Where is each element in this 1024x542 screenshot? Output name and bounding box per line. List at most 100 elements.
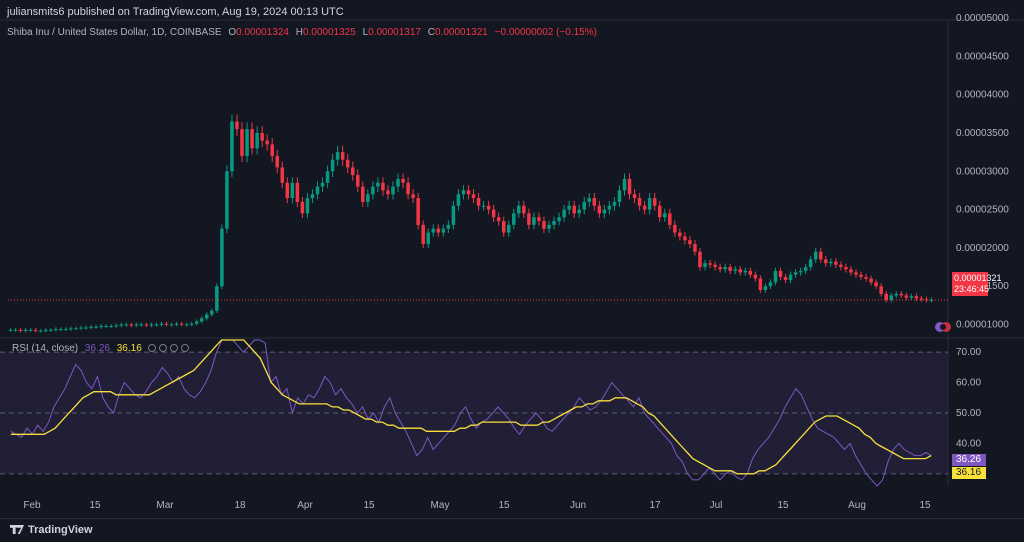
candle-body [708,263,712,265]
candle-body [819,251,823,260]
candle-body [235,121,239,130]
candle-body [738,269,743,273]
candle-body [824,259,828,264]
time-tick-label: 15 [919,500,931,511]
currency-icon[interactable] [934,321,952,333]
candle-body [69,328,73,330]
candle-body [28,329,33,331]
candle-body [361,186,365,202]
high-value: 0.00001325 [302,27,356,38]
candle-body [240,129,244,156]
time-tick-label: 15 [89,500,101,511]
candle-body [179,323,184,325]
candle-body [406,182,410,195]
candle-body [149,324,154,326]
candle-body [657,205,662,218]
close-label: C [427,27,436,38]
candle-body [169,324,174,326]
price-tick-label: 0.00003500 [956,128,1009,139]
candle-body [909,296,914,298]
candle-body [582,201,586,210]
candle-body [632,194,637,199]
time-tick-label: Aug [848,500,866,511]
tradingview-logo[interactable]: TradingView [10,524,93,536]
candle-body [813,251,818,260]
last-price: 0.00001321 [954,273,1002,283]
candle-body [215,286,219,311]
candle-body [94,326,98,328]
time-tick-label: Apr [297,500,313,511]
candle-body [874,282,878,287]
candle-body [154,324,159,326]
rsi-legend-value: 36.26 [84,343,110,354]
candle-body [587,198,592,202]
candle-body [436,228,441,233]
candle-body [199,318,204,322]
candle-body [612,201,617,206]
open-label: O [228,27,237,38]
brand-name: TradingView [28,524,93,536]
candle-body [144,324,149,326]
candle-body [517,205,521,214]
candle-body [350,167,355,176]
candle-body [194,321,199,324]
candle-body [652,198,657,206]
candle-body [527,213,531,225]
price-tick-label: 0.00003000 [956,166,1009,177]
candle-body [713,264,717,268]
symbol-legend: Shiba Inu / United States Dollar, 1D, CO… [7,27,597,38]
candle-body [864,276,868,279]
candle-body [481,205,486,207]
candle-body [43,329,48,331]
candle-body [13,329,18,331]
price-tick-label: 0.00001000 [956,320,1009,331]
candle-body [778,270,783,277]
time-tick-label: 15 [777,500,789,511]
candle-body [129,324,134,326]
candle-body [637,198,642,206]
candle-body [119,324,123,326]
rsi-ma-legend-value: 36.16 [116,343,142,354]
candle-body [290,182,295,199]
candle-body [859,274,863,277]
price-chart[interactable]: 0.00005000 0.00004500 0.00004000 0.00003500… [0,0,1024,518]
candle-body [38,330,43,332]
candle-body [491,209,496,218]
candle-body [330,159,335,172]
bar-countdown: 23:46:45 [954,284,990,294]
candle-body [929,299,934,301]
candle-body [320,182,325,187]
candle-body [164,323,169,325]
candle-body [512,213,516,225]
candle-body [441,228,446,233]
candle-body [225,171,229,229]
candle-body [748,270,753,275]
candle-body [642,205,647,210]
candle-body [506,224,511,233]
candle-body [894,293,899,296]
candle-body [325,171,330,183]
footer: TradingView [0,518,1024,542]
candle-body [542,221,546,229]
candle-body [803,267,808,271]
candle-body [401,178,405,183]
candle-body [522,205,526,214]
time-tick-label: May [431,500,450,511]
rsi-legend[interactable]: RSI (14, close) 36.26 36.16 [12,343,189,354]
empty-value-icon [147,344,156,352]
candle-body [305,198,310,214]
candle-body [547,224,551,229]
candle-body [562,209,566,218]
close-value: 0.00001321 [435,27,488,38]
candle-body [260,132,264,141]
candles [8,114,948,333]
symbol-name[interactable]: Shiba Inu / United States Dollar, 1D, CO… [7,27,222,38]
time-tick-label: 17 [649,500,661,511]
candle-body [275,155,280,168]
candle-body [220,228,224,287]
candle-body [295,182,300,202]
candle-body [622,178,627,191]
candle-body [471,194,476,199]
candle-body [461,190,466,195]
candle-body [23,329,28,331]
